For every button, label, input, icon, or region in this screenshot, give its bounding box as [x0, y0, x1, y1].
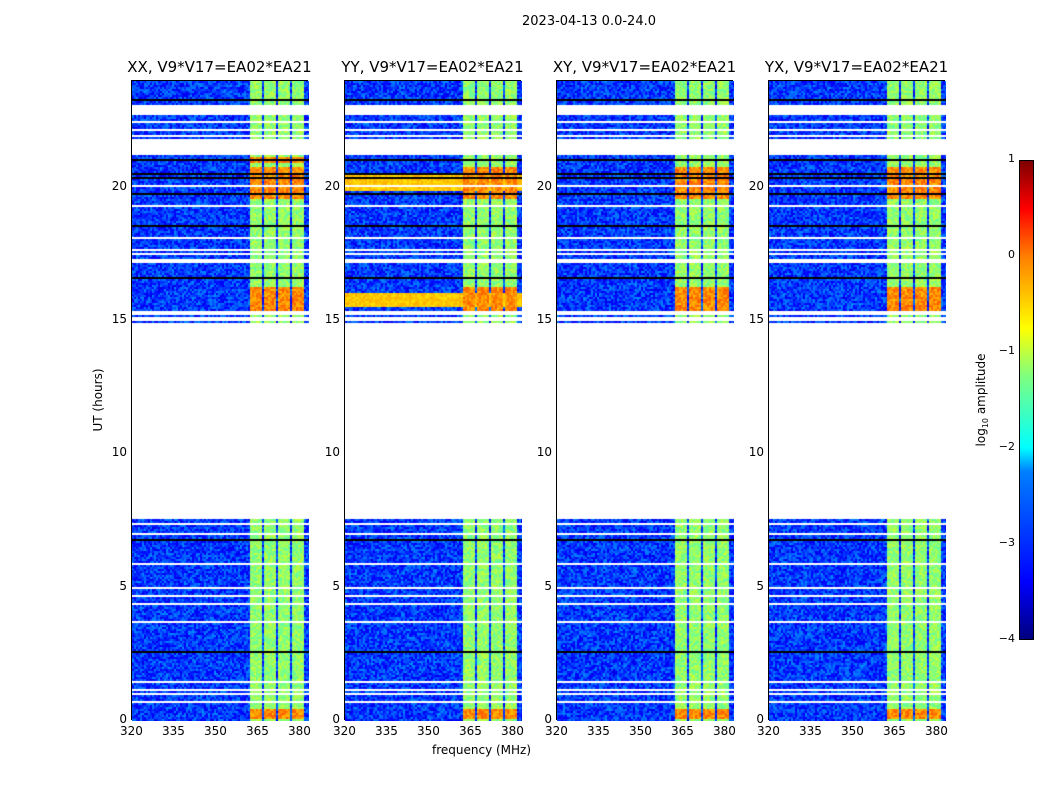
y-tick-label: 15 — [536, 312, 552, 326]
panel-title: XX, V9*V17=EA02*EA21 — [127, 58, 312, 76]
y-tick-label: 5 — [756, 578, 764, 593]
colorbar-tick-label: −4 — [998, 632, 1015, 645]
x-axis-label: frequency (MHz) — [432, 743, 532, 757]
y-tick-label: 10 — [748, 445, 764, 460]
panel-title: YX, V9*V17=EA02*EA21 — [764, 58, 949, 76]
heatmap-image — [769, 81, 946, 721]
y-tick-label: 10 — [111, 445, 127, 460]
y-tick-label: 10 — [536, 445, 552, 460]
x-tick-label: 350 — [629, 724, 652, 738]
x-tick-label: 320 — [545, 724, 568, 738]
y-tick-label: 15 — [111, 312, 127, 326]
waterfall-panel — [556, 80, 734, 721]
x-tick-label: 335 — [162, 724, 185, 738]
y-tick-label: 0 — [544, 712, 552, 726]
colorbar-tick-label: −3 — [998, 536, 1015, 549]
x-tick-label: 320 — [757, 724, 780, 738]
y-tick-label: 15 — [324, 312, 340, 326]
x-tick-label: 335 — [587, 724, 610, 738]
x-tick-label: 365 — [671, 724, 694, 738]
colorbar — [1019, 160, 1034, 640]
colorbar-label: log10 amplitude — [973, 353, 991, 447]
x-tick-label: 365 — [459, 724, 482, 738]
y-tick-label: 0 — [119, 712, 127, 726]
y-tick-label: 20 — [111, 178, 127, 193]
x-tick-label: 365 — [883, 724, 906, 738]
panel-title: YY, V9*V17=EA02*EA21 — [341, 58, 524, 76]
x-tick-label: 350 — [417, 724, 440, 738]
heatmap-image — [557, 81, 734, 721]
x-tick-label: 335 — [375, 724, 398, 738]
colorbar-tick-label: 0 — [1008, 248, 1015, 261]
x-tick-label: 320 — [120, 724, 143, 738]
waterfall-panel — [768, 80, 946, 721]
colorbar-tick-label: −1 — [998, 344, 1015, 357]
y-tick-label: 20 — [748, 178, 764, 193]
y-tick-label: 15 — [748, 312, 764, 326]
colorbar-tick-label: −2 — [998, 440, 1015, 453]
y-tick-label: 10 — [324, 445, 340, 460]
y-tick-label: 5 — [544, 578, 552, 593]
y-tick-label: 20 — [536, 178, 552, 193]
y-axis-label: UT (hours) — [91, 368, 105, 432]
waterfall-panel — [344, 80, 522, 721]
heatmap-image — [345, 81, 522, 721]
x-tick-label: 365 — [246, 724, 269, 738]
x-tick-label: 380 — [713, 724, 736, 738]
y-tick-label: 5 — [119, 578, 127, 593]
figure-title: 2023-04-13 0.0-24.0 — [522, 14, 656, 29]
x-tick-label: 380 — [288, 724, 311, 738]
x-tick-label: 380 — [925, 724, 948, 738]
colorbar-tick-label: 1 — [1008, 152, 1015, 165]
x-tick-label: 335 — [799, 724, 822, 738]
x-tick-label: 380 — [501, 724, 524, 738]
heatmap-image — [132, 81, 309, 721]
x-tick-label: 350 — [204, 724, 227, 738]
y-tick-label: 0 — [332, 712, 340, 726]
waterfall-panel — [131, 80, 309, 721]
x-tick-label: 320 — [333, 724, 356, 738]
y-tick-label: 0 — [756, 712, 764, 726]
y-tick-label: 5 — [332, 578, 340, 593]
y-tick-label: 20 — [324, 178, 340, 193]
panel-title: XY, V9*V17=EA02*EA21 — [552, 58, 737, 76]
x-tick-label: 350 — [841, 724, 864, 738]
